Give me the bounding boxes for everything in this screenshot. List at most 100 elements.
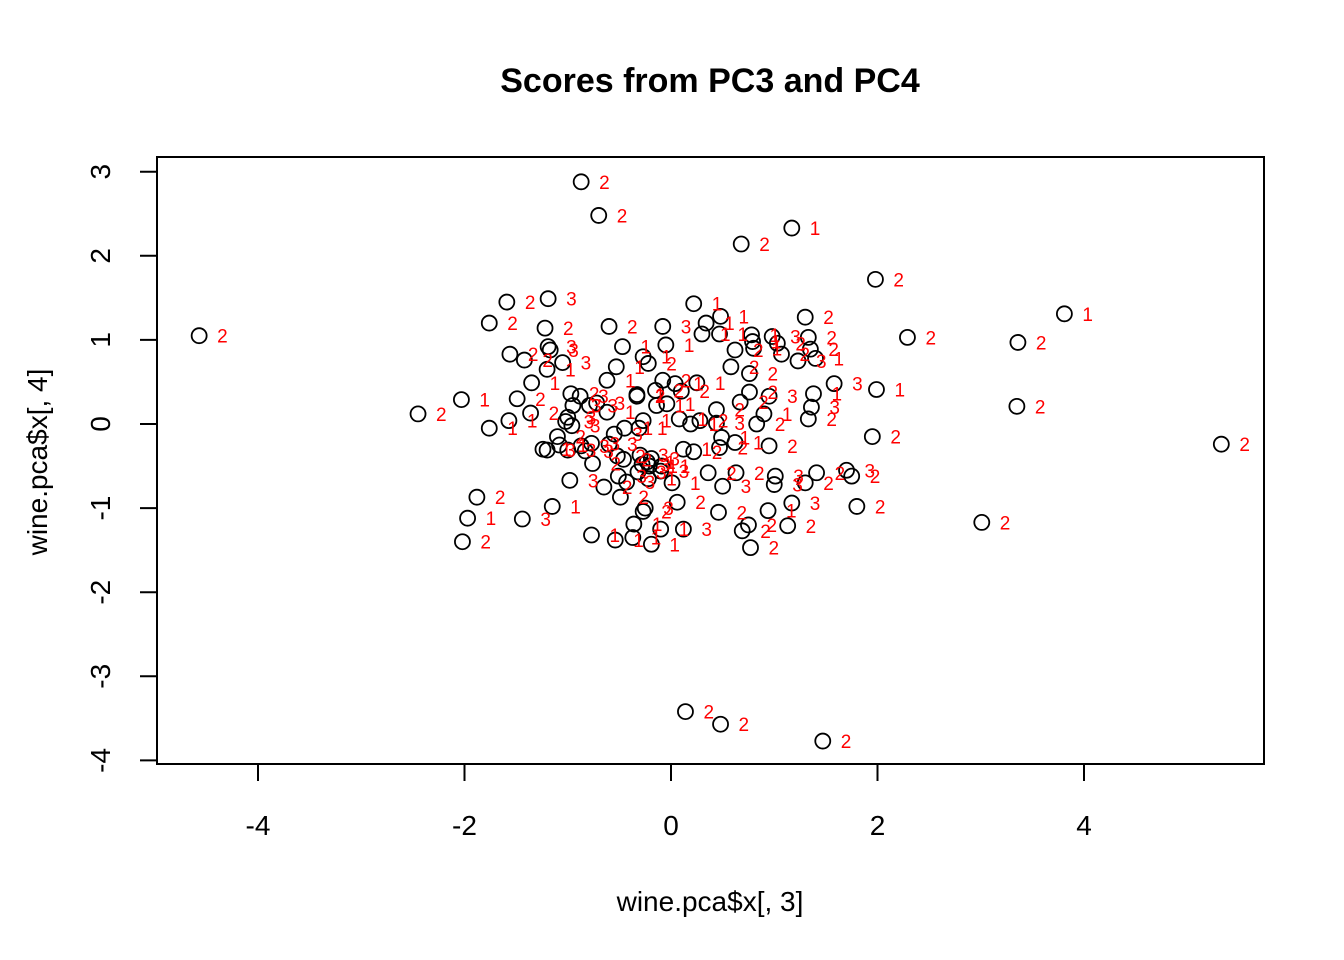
data-point xyxy=(554,354,571,372)
data-point xyxy=(453,391,470,409)
data-point xyxy=(515,351,533,369)
data-point-label: 2 xyxy=(611,455,622,476)
data-point-label: 2 xyxy=(760,522,771,543)
data-point-label: 2 xyxy=(726,464,737,485)
data-point xyxy=(868,381,885,398)
data-point xyxy=(523,374,541,392)
data-point-label: 3 xyxy=(568,341,579,362)
data-point xyxy=(799,410,817,428)
data-point xyxy=(807,350,824,367)
x-tick-label: 4 xyxy=(1076,810,1092,841)
data-point-label: 3 xyxy=(590,417,601,438)
data-point-label: 3 xyxy=(540,510,551,531)
data-point-label: 3 xyxy=(816,352,827,373)
data-point-label: 2 xyxy=(666,354,677,375)
y-tick-label: 2 xyxy=(85,248,116,264)
data-point-label: 1 xyxy=(690,474,701,495)
data-point-label: 1 xyxy=(661,412,672,433)
data-point xyxy=(561,471,579,489)
data-point xyxy=(648,397,665,414)
data-point-label: 1 xyxy=(633,531,644,552)
data-point xyxy=(731,393,749,411)
data-point-label: 1 xyxy=(782,405,793,426)
data-point xyxy=(666,375,684,393)
data-point-label: 3 xyxy=(599,437,610,458)
data-point xyxy=(814,732,832,750)
data-point xyxy=(576,442,594,460)
y-axis-label: wine.pca$x[, 4] xyxy=(22,369,53,557)
data-point xyxy=(863,428,881,446)
data-point xyxy=(581,397,598,414)
data-point xyxy=(625,515,643,533)
data-point xyxy=(748,415,766,433)
data-point-label: 3 xyxy=(584,412,595,433)
data-point xyxy=(755,405,773,423)
data-point-label: 2 xyxy=(528,345,539,366)
data-point-label: 3 xyxy=(627,435,638,456)
data-point-label: 1 xyxy=(701,440,712,461)
data-point-label: 1 xyxy=(738,325,749,346)
data-point xyxy=(726,434,744,451)
data-point-label: 2 xyxy=(766,516,777,537)
data-point-label: 3 xyxy=(609,434,620,455)
data-point-label: 2 xyxy=(739,715,750,736)
data-point xyxy=(766,467,784,485)
data-point xyxy=(783,219,801,237)
data-point xyxy=(624,529,642,546)
data-point-label: 1 xyxy=(720,325,731,346)
data-point xyxy=(726,341,744,359)
data-point-label: 2 xyxy=(436,405,447,426)
data-point-label: 2 xyxy=(795,334,806,355)
data-point xyxy=(691,412,709,430)
data-point-label: 1 xyxy=(693,375,704,396)
data-point xyxy=(768,334,786,352)
data-point xyxy=(760,387,778,405)
data-point xyxy=(563,417,581,435)
data-point-label: 1 xyxy=(669,535,680,556)
data-point xyxy=(668,493,686,511)
data-point xyxy=(708,414,725,432)
data-point xyxy=(712,307,729,325)
data-point xyxy=(745,339,762,357)
data-point-label: 1 xyxy=(740,428,751,449)
data-points xyxy=(190,173,1230,750)
data-point-label: 3 xyxy=(566,338,577,359)
data-point xyxy=(609,467,627,485)
data-point xyxy=(654,318,672,335)
y-tick-label: -2 xyxy=(85,580,116,605)
data-point-label: 3 xyxy=(607,396,618,417)
data-point-label: 2 xyxy=(507,314,518,335)
data-point-label: 2 xyxy=(617,206,628,227)
data-point xyxy=(1212,435,1230,453)
data-point-label: 1 xyxy=(770,326,781,347)
data-point-label: 3 xyxy=(787,387,798,408)
data-point-label: 3 xyxy=(565,441,576,462)
data-point-label: 2 xyxy=(655,387,666,408)
data-point-label: 1 xyxy=(684,336,695,357)
y-tick-label: 0 xyxy=(85,416,116,432)
data-point-label: 1 xyxy=(561,440,572,461)
data-point xyxy=(760,437,778,455)
data-point xyxy=(498,293,516,311)
y-tick-label: 3 xyxy=(85,164,116,180)
data-point xyxy=(600,435,618,453)
data-point xyxy=(190,327,208,345)
data-point-label: 3 xyxy=(790,328,801,349)
data-point xyxy=(740,516,757,534)
data-point xyxy=(685,443,703,461)
data-point xyxy=(808,464,825,482)
data-point-label: 2 xyxy=(754,464,765,485)
data-point xyxy=(744,333,761,350)
data-point xyxy=(682,415,700,433)
data-point-label: 2 xyxy=(769,539,780,560)
data-point-label: 3 xyxy=(663,499,674,520)
data-point-label: 1 xyxy=(667,457,678,478)
data-point xyxy=(634,503,652,520)
data-point xyxy=(480,314,498,332)
data-point-label: 1 xyxy=(507,419,518,440)
data-point-label: 1 xyxy=(625,371,636,392)
data-point-label: 3 xyxy=(586,441,597,462)
data-point-label: 2 xyxy=(627,317,638,338)
data-point xyxy=(973,513,991,531)
